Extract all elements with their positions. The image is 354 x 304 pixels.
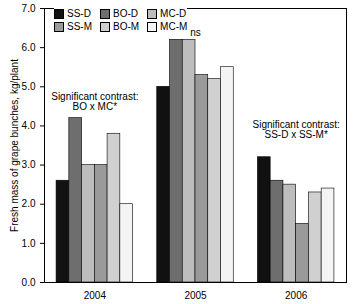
svg-text:0.0: 0.0: [22, 277, 36, 288]
html-text:BO-M: BO-M: [113, 21, 140, 32]
svg-text:6.0: 6.0: [22, 42, 36, 53]
svg-text:2.0: 2.0: [22, 198, 36, 209]
svg-text:Significant contrast:BO x MC*: Significant contrast:BO x MC*: [51, 91, 138, 112]
html-text:SS-M: SS-M: [67, 21, 92, 32]
svg-text:5.0: 5.0: [22, 81, 36, 92]
svg-text:2006: 2006: [285, 290, 308, 301]
svg-text:7.0: 7.0: [22, 3, 36, 14]
svg-text:2004: 2004: [84, 290, 107, 301]
svg-text:1.0: 1.0: [22, 238, 36, 249]
html-text:MC-M: MC-M: [160, 21, 188, 32]
svg-text:ns: ns: [190, 27, 201, 38]
svg-text:Fresh mass of grape bunches, k: Fresh mass of grape bunches, kg/plant: [9, 59, 20, 232]
svg-text:2005: 2005: [184, 290, 207, 301]
svg-text:4.0: 4.0: [22, 120, 36, 131]
html-text:SS-D: SS-D: [67, 8, 91, 19]
html-text:BO-D: BO-D: [113, 8, 138, 19]
svg-text:Significant contrast:SS-D x SS: Significant contrast:SS-D x SS-M*: [253, 119, 340, 140]
svg-text:3.0: 3.0: [22, 159, 36, 170]
html-text:MC-D: MC-D: [160, 8, 187, 19]
